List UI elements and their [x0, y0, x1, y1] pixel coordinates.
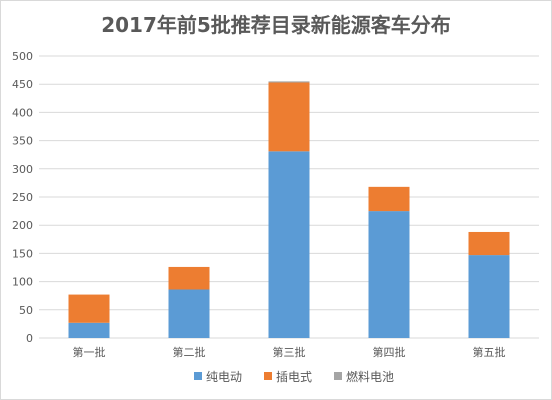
legend-swatch	[194, 372, 202, 380]
y-tick-label: 250	[12, 191, 33, 204]
y-tick-label: 450	[12, 78, 33, 91]
x-tick-label: 第二批	[173, 345, 206, 359]
bar-segment	[468, 231, 510, 256]
bar-segment	[68, 294, 110, 323]
y-tick-label: 50	[19, 304, 33, 317]
x-tick-label: 第四批	[373, 345, 406, 359]
y-tick-label: 150	[12, 247, 33, 260]
y-tick-label: 0	[26, 332, 33, 345]
x-tick-label: 第一批	[73, 345, 106, 359]
legend-swatch	[264, 372, 272, 380]
y-tick-label: 300	[12, 163, 33, 176]
y-tick-label: 400	[12, 106, 33, 119]
chart-title: 2017年前5批推荐目录新能源客车分布	[101, 13, 451, 37]
bar-segment	[368, 211, 410, 338]
bar-segment	[68, 322, 110, 338]
bar-segment	[168, 266, 210, 290]
legend-label: 纯电动	[206, 370, 242, 384]
y-tick-label: 100	[12, 276, 33, 289]
y-tick-label: 500	[12, 50, 33, 63]
legend-label: 燃料电池	[346, 369, 394, 384]
bar-segment	[268, 81, 310, 83]
y-tick-label: 200	[12, 219, 33, 232]
bar-segment	[268, 82, 310, 152]
bar-segment	[168, 289, 210, 338]
legend-label: 插电式	[276, 370, 312, 384]
legend-swatch	[334, 372, 342, 380]
x-tick-label: 第五批	[473, 345, 506, 359]
y-tick-label: 350	[12, 135, 33, 148]
bar-segment	[268, 151, 310, 338]
bar-segment	[468, 255, 510, 338]
bar-segment	[368, 186, 410, 212]
x-tick-label: 第三批	[273, 345, 306, 359]
